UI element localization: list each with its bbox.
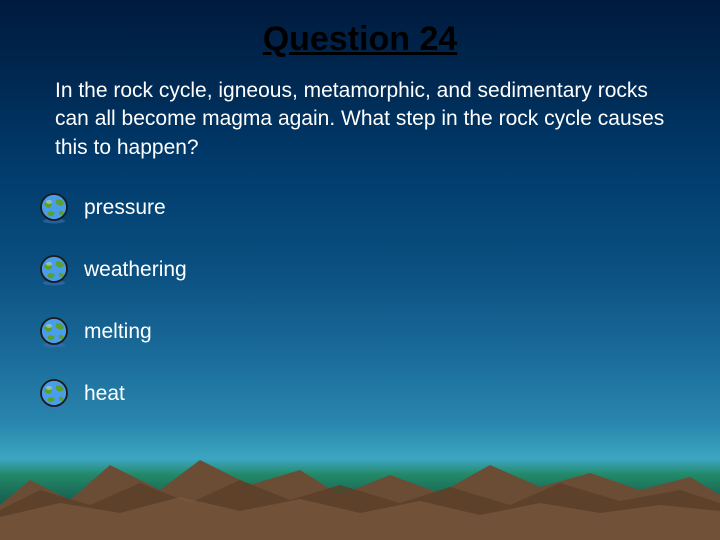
answers-list: pressure weathering melting heat — [0, 162, 720, 410]
globe-icon — [38, 378, 70, 410]
answer-option-pressure[interactable]: pressure — [38, 192, 720, 224]
mountain-decoration — [0, 435, 720, 540]
answer-label: pressure — [84, 196, 166, 220]
answer-option-melting[interactable]: melting — [38, 316, 720, 348]
globe-icon — [38, 316, 70, 348]
answer-option-heat[interactable]: heat — [38, 378, 720, 410]
globe-icon — [38, 254, 70, 286]
question-title: Question 24 — [0, 0, 720, 77]
question-body: In the rock cycle, igneous, metamorphic,… — [0, 77, 720, 162]
globe-icon — [38, 192, 70, 224]
answer-label: weathering — [84, 258, 187, 282]
answer-option-weathering[interactable]: weathering — [38, 254, 720, 286]
answer-label: melting — [84, 320, 152, 344]
answer-label: heat — [84, 382, 125, 406]
